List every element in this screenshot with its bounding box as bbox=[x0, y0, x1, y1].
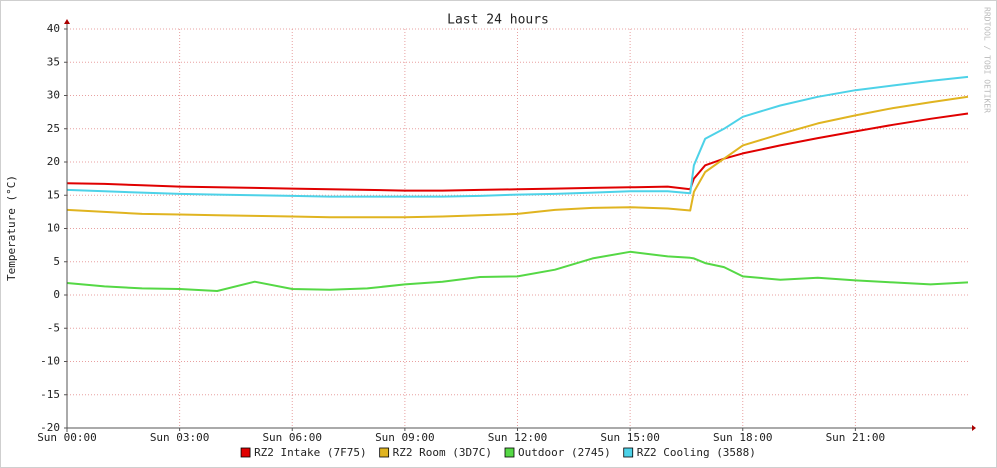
series-line bbox=[66, 75, 969, 198]
legend-swatch bbox=[623, 447, 634, 458]
x-tick-label: Sun 21:00 bbox=[826, 431, 886, 444]
x-tick-label: Sun 18:00 bbox=[713, 431, 773, 444]
y-tick-label: 15 bbox=[47, 188, 60, 201]
legend-label: Outdoor (2745) bbox=[518, 446, 611, 459]
y-tick-label: 5 bbox=[53, 255, 60, 268]
x-tick-label: Sun 00:00 bbox=[37, 431, 97, 444]
y-arrow bbox=[64, 19, 70, 24]
legend-label: RZ2 Intake (7F75) bbox=[254, 446, 367, 459]
y-tick-label: -15 bbox=[40, 388, 60, 401]
legend-swatch bbox=[504, 447, 515, 458]
y-tick-label: 40 bbox=[47, 22, 60, 35]
y-tick-label: -20 bbox=[40, 421, 60, 434]
x-tick-label: Sun 09:00 bbox=[375, 431, 435, 444]
x-tick-label: Sun 12:00 bbox=[488, 431, 548, 444]
x-arrow bbox=[972, 425, 976, 431]
axes bbox=[64, 19, 976, 432]
legend-swatch bbox=[379, 447, 390, 458]
y-tick-label: 30 bbox=[47, 89, 60, 102]
y-tick-label: 0 bbox=[53, 288, 60, 301]
x-tick-label: Sun 03:00 bbox=[150, 431, 210, 444]
series-line bbox=[66, 112, 969, 192]
y-tick-label: -5 bbox=[47, 321, 60, 334]
y-tick-label: 20 bbox=[47, 155, 60, 168]
y-axis-label: Temperature (°C) bbox=[5, 175, 18, 281]
x-tick-label: Sun 15:00 bbox=[600, 431, 660, 444]
legend-swatch bbox=[240, 447, 251, 458]
y-tick-label: 25 bbox=[47, 122, 60, 135]
watermark: RRDTOOL / TOBI OETIKER bbox=[983, 7, 992, 113]
y-tick-label: 10 bbox=[47, 222, 60, 235]
series-line bbox=[66, 250, 969, 292]
series-line bbox=[66, 95, 969, 219]
legend: RZ2 Intake (7F75) RZ2 Room (3D7C) Outdoor … bbox=[240, 446, 756, 459]
y-tick-label: -10 bbox=[40, 355, 60, 368]
chart-title: Last 24 hours bbox=[447, 13, 549, 28]
legend-label: RZ2 Cooling (3588) bbox=[637, 446, 756, 459]
lines bbox=[66, 75, 969, 292]
legend-label: RZ2 Room (3D7C) bbox=[393, 446, 492, 459]
y-tick-label: 35 bbox=[47, 55, 60, 68]
x-tick-label: Sun 06:00 bbox=[262, 431, 322, 444]
